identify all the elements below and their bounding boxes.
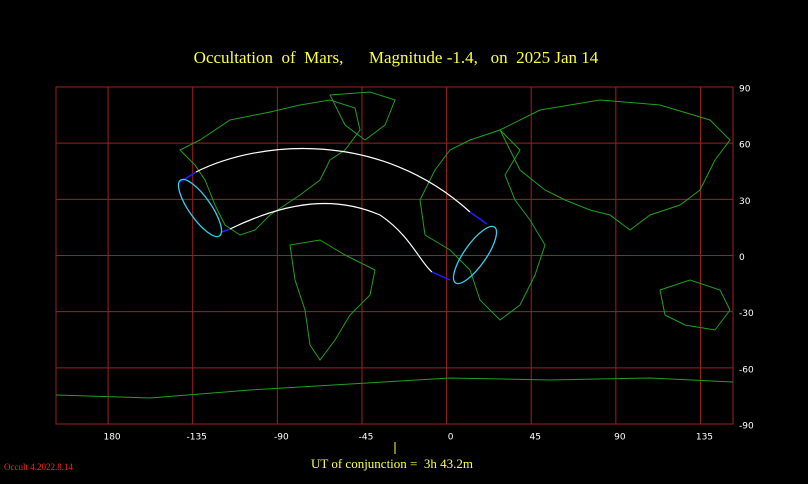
lon-tick-label: 180 [103,433,120,443]
rise-set-curve [177,178,223,238]
lon-tick-label: -135 [186,433,206,443]
rise-set-curve [452,225,498,285]
path-north-limit [195,147,471,213]
lon-tick-label: 45 [529,433,540,443]
lat-tick-label: -30 [739,309,754,319]
path-limit-dark [431,271,451,281]
coast-greenland [329,91,396,141]
lat-tick-label: 60 [739,141,751,151]
coast-europe-africa [419,129,546,321]
grid: 180 -135 -90 -45 0 45 90 135 90 60 30 0 -30 -60 -90 [55,85,754,443]
lon-tick-label: 90 [614,433,626,443]
coast-antarctica [55,377,734,399]
lon-tick-label: 0 [448,433,454,443]
coast-australia [659,279,731,331]
coastlines [55,91,734,399]
coast-asia [499,99,731,231]
conjunction-label: UT of conjunction = 3h 43.2m [311,456,473,471]
coast-north-america [179,99,361,236]
path-limit-dark [469,211,488,225]
lat-tick-label: -90 [739,422,754,432]
lat-tick-label: 30 [739,197,751,207]
coast-south-america [289,239,376,361]
occultation-path [177,147,498,285]
lon-tick-label: 135 [696,433,713,443]
version-label: Occult 4.2022.8.14 [4,462,73,472]
path-limit-dark [179,171,197,183]
lat-tick-label: -60 [739,365,754,375]
lat-tick-label: 90 [739,85,751,95]
path-south-limit [229,202,433,273]
lon-tick-label: -45 [359,433,374,443]
map-title: Occultation of Mars, Magnitude -1.4, on … [194,48,599,67]
lon-tick-label: -90 [274,433,289,443]
path-limit-dark [221,228,231,233]
lat-tick-label: 0 [739,253,745,263]
